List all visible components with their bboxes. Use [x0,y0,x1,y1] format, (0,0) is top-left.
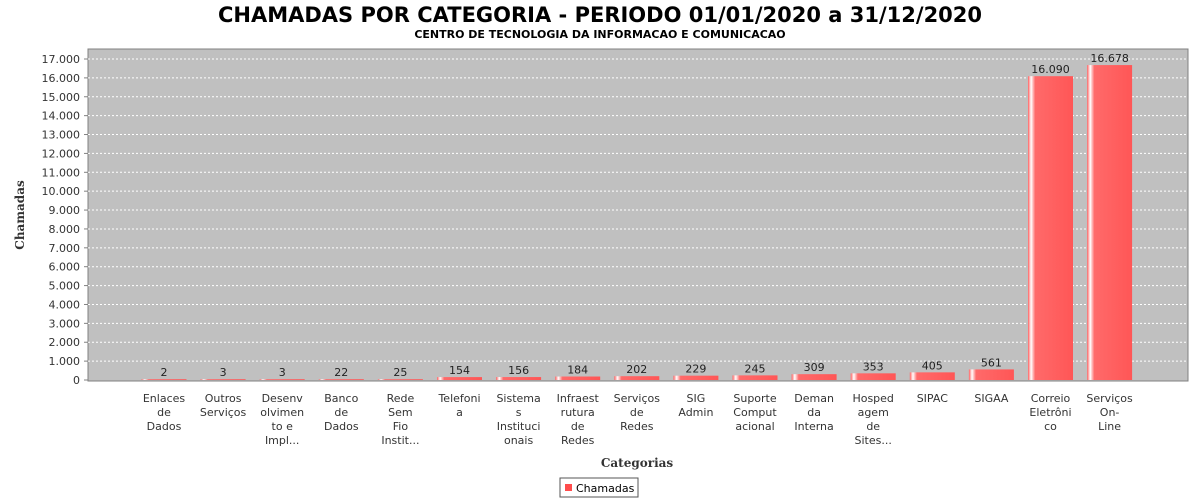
bar [259,379,305,380]
x-axis-tick-labels: Enlaces de Dados Outros Serviços Desenv olvime… [143,392,1133,447]
bar [791,374,837,380]
bar [377,379,423,380]
x-tick-label: SIPAC [917,392,948,405]
bar [673,375,719,380]
y-tick-label: 12.000 [42,147,81,160]
bar [850,373,896,380]
legend-box [559,477,639,498]
y-tick-label: 6.000 [49,261,81,274]
data-label: 561 [981,356,1002,369]
data-label: 229 [685,363,706,376]
y-tick-label: 14.000 [42,110,81,123]
data-label: 353 [863,360,884,373]
data-label: 16.678 [1090,52,1129,65]
x-tick-label: Banco de Dados [324,392,359,433]
y-tick-label: 13.000 [42,129,81,142]
bar [200,379,246,380]
x-tick-label: Desenv olvimen to e Impl... [260,392,304,447]
data-label: 405 [922,359,943,372]
legend: Chamadas [559,477,639,498]
plot-area [87,48,1189,382]
x-tick-label: Sistema s Instituci onais [496,392,540,447]
x-tick-label: Hosped agem de Sites... [852,392,893,447]
bar [496,377,542,380]
x-tick-label: Infraest rutura de Redes [557,392,600,447]
y-axis-ticks: 0 1.000 2.000 3.000 4.000 5.000 6.000 7.000 8.00… [42,53,88,387]
x-tick-label: SIG Admin [678,392,713,419]
x-tick-label: Rede Sem Fio Instit... [381,392,419,447]
y-tick-label: 11.000 [42,166,81,179]
y-tick-label: 7.000 [49,242,81,255]
data-label: 245 [745,362,766,375]
x-axis-label: Categorias [601,456,674,470]
bar [318,379,364,380]
y-tick-label: 1.000 [49,355,81,368]
bar [1028,76,1073,381]
y-axis-label: Chamadas [13,180,27,250]
y-tick-label: 4.000 [49,298,81,311]
value-labels: 2 3 3 22 25 154 156 184 202 229 245 309 353 405 561 16.… [161,52,1129,379]
data-label: 309 [804,361,825,374]
legend-label: Chamadas [576,482,635,495]
y-tick-label: 10.000 [42,185,81,198]
data-label: 22 [334,366,348,379]
x-tick-label: Telefoni a [437,392,480,419]
bar [909,372,955,380]
data-label: 154 [449,364,470,377]
data-label: 2 [161,366,168,379]
y-tick-label: 9.000 [49,204,81,217]
data-label: 16.090 [1031,63,1070,76]
data-label: 25 [393,366,407,379]
bar [437,377,482,380]
x-tick-label: Correio Eletrôni co [1029,392,1071,433]
y-tick-label: 2.000 [49,336,81,349]
y-tick-label: 3.000 [49,317,81,330]
y-tick-label: 17.000 [42,53,81,66]
data-label: 184 [567,364,588,377]
data-label: 156 [508,364,529,377]
bars [141,65,1133,381]
gridlines [88,58,1188,362]
y-tick-label: 0 [73,374,80,387]
bar [614,376,660,380]
data-label: 3 [279,366,286,379]
x-tick-label: Serviços de Redes [614,392,661,433]
x-tick-label: SIGAA [974,392,1009,405]
bar [968,369,1014,380]
legend-swatch [565,484,572,491]
y-tick-label: 8.000 [49,223,81,236]
bar [1087,65,1133,381]
y-tick-label: 16.000 [42,72,81,85]
bar [555,376,601,380]
x-tick-label: Enlaces de Dados [143,392,186,433]
bar [141,379,187,380]
bar [732,375,778,380]
y-tick-label: 5.000 [49,280,81,293]
y-tick-label: 15.000 [42,91,81,104]
x-tick-label: Outros Serviços [200,392,247,419]
x-tick-label: Deman da Interna [794,392,834,433]
data-label: 3 [220,366,227,379]
chart-subtitle: CENTRO DE TECNOLOGIA DA INFORMACAO E COM… [414,28,785,41]
data-label: 202 [626,363,647,376]
x-tick-label: Serviços On-Line [1086,392,1133,433]
chart-title: CHAMADAS POR CATEGORIA - PERIODO 01/01/2… [218,3,982,27]
x-tick-label: Suporte Comput acional [733,392,777,433]
